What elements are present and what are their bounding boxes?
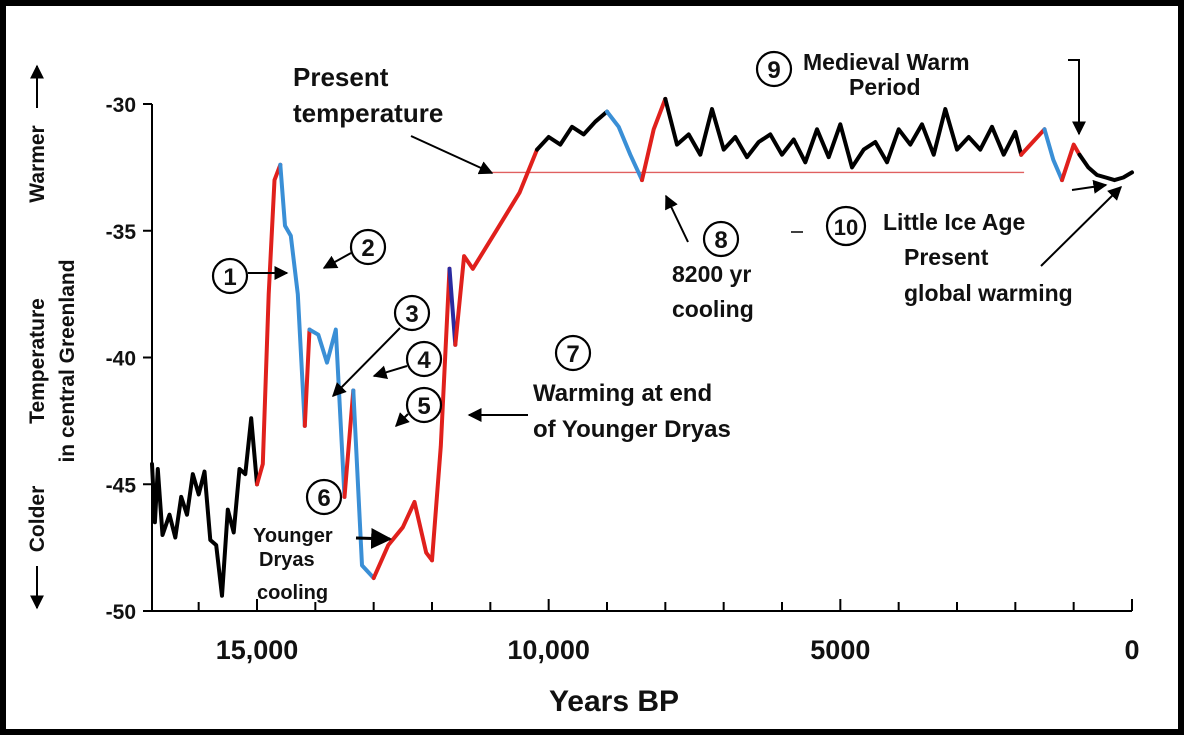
annotation-1: 1 [211, 257, 289, 295]
annotation-5: 5 [395, 386, 443, 427]
svg-text:7: 7 [566, 341, 579, 368]
present-temp-label-line2: temperature [293, 98, 443, 128]
temperature-series-red [430, 266, 452, 563]
present-temp-label-line1: Present [293, 62, 389, 92]
temperature-series-blue [351, 388, 376, 580]
y-axis-label-line2: in central Greenland [56, 259, 79, 462]
svg-text:Medieval Warm: Medieval Warm [803, 49, 970, 75]
annotation-9: 9 Medieval Warm Period [755, 49, 1086, 136]
y-tick-label: -50 [106, 601, 136, 624]
temperature-series-red [255, 162, 283, 487]
temperature-series-blue [278, 162, 307, 428]
temperature-series-red [302, 327, 312, 428]
chart-frame: -30 -35 -40 -45 -50 15,000 10,000 5000 0 Present… [6, 6, 1178, 729]
x-tick-label: 5000 [810, 635, 870, 665]
temperature-series-blue [307, 327, 347, 499]
y-tick-label: -45 [106, 474, 137, 497]
annotation-6: 6 Younger Dryas cooling [253, 478, 393, 604]
annotation-3: 3 [332, 294, 431, 397]
y-axis-label-line1: Temperature [26, 298, 49, 424]
temperature-series-red [640, 96, 668, 183]
svg-text:1: 1 [223, 264, 236, 291]
temperature-series-red [342, 388, 356, 499]
svg-text:global warming: global warming [904, 280, 1073, 306]
y-tick-label: -40 [106, 348, 136, 371]
y-tick-label: -30 [106, 94, 136, 117]
temperature-chart: -30 -35 -40 -45 -50 15,000 10,000 5000 0 Present… [26, 49, 1140, 718]
temperature-series-red [1019, 127, 1047, 157]
y-tick-label: -35 [106, 221, 137, 244]
svg-text:Dryas: Dryas [259, 549, 315, 571]
annotation-2: 2 [322, 228, 387, 269]
present-temp-arrow [410, 135, 494, 175]
svg-text:5: 5 [417, 393, 430, 420]
temperature-series-blue [1042, 127, 1064, 183]
svg-text:of Younger Dryas: of Younger Dryas [533, 416, 731, 443]
temperature-series-red [371, 500, 434, 580]
x-tick-label: 10,000 [507, 635, 590, 665]
x-axis-label: Years BP [549, 685, 679, 718]
temperature-series-blue [605, 109, 644, 183]
svg-text:Present: Present [904, 244, 989, 270]
svg-text:9: 9 [767, 57, 780, 84]
annotation-7: 7 Warming at end of Younger Dryas [467, 334, 731, 443]
svg-text:cooling: cooling [672, 296, 754, 322]
svg-text:4: 4 [417, 347, 431, 374]
svg-text:8: 8 [714, 227, 727, 254]
svg-text:Warming at end: Warming at end [533, 380, 712, 407]
svg-text:Little Ice Age: Little Ice Age [883, 209, 1025, 235]
svg-text:Period: Period [849, 74, 921, 100]
annotation-4: 4 [372, 340, 443, 380]
temperature-series-red [1060, 142, 1082, 183]
temperature-series-red [453, 147, 539, 347]
svg-text:2: 2 [361, 235, 374, 262]
annotation-8: 8 8200 yr cooling [665, 194, 754, 322]
svg-text:3: 3 [405, 301, 418, 328]
annotation-10: 10 Little Ice Age [791, 179, 1108, 247]
svg-text:6: 6 [317, 485, 330, 512]
temperature-series-black [150, 416, 259, 598]
temperature-series-darkblue [447, 266, 458, 347]
x-tick-label: 0 [1124, 635, 1139, 665]
colder-label: Colder [26, 486, 49, 553]
annotation-present-warming: Present global warming [904, 186, 1122, 306]
svg-text:Younger: Younger [253, 525, 333, 547]
temperature-series-black [1077, 152, 1134, 183]
svg-text:8200 yr: 8200 yr [672, 261, 751, 287]
temperature-series-black [535, 109, 609, 152]
svg-text:cooling: cooling [257, 582, 328, 604]
svg-text:10: 10 [834, 215, 858, 240]
x-tick-label: 15,000 [216, 635, 299, 665]
temperature-series-black [663, 96, 1024, 170]
annotations: Present temperature 1 2 3 4 [211, 49, 1122, 604]
warmer-label: Warmer [26, 125, 49, 202]
